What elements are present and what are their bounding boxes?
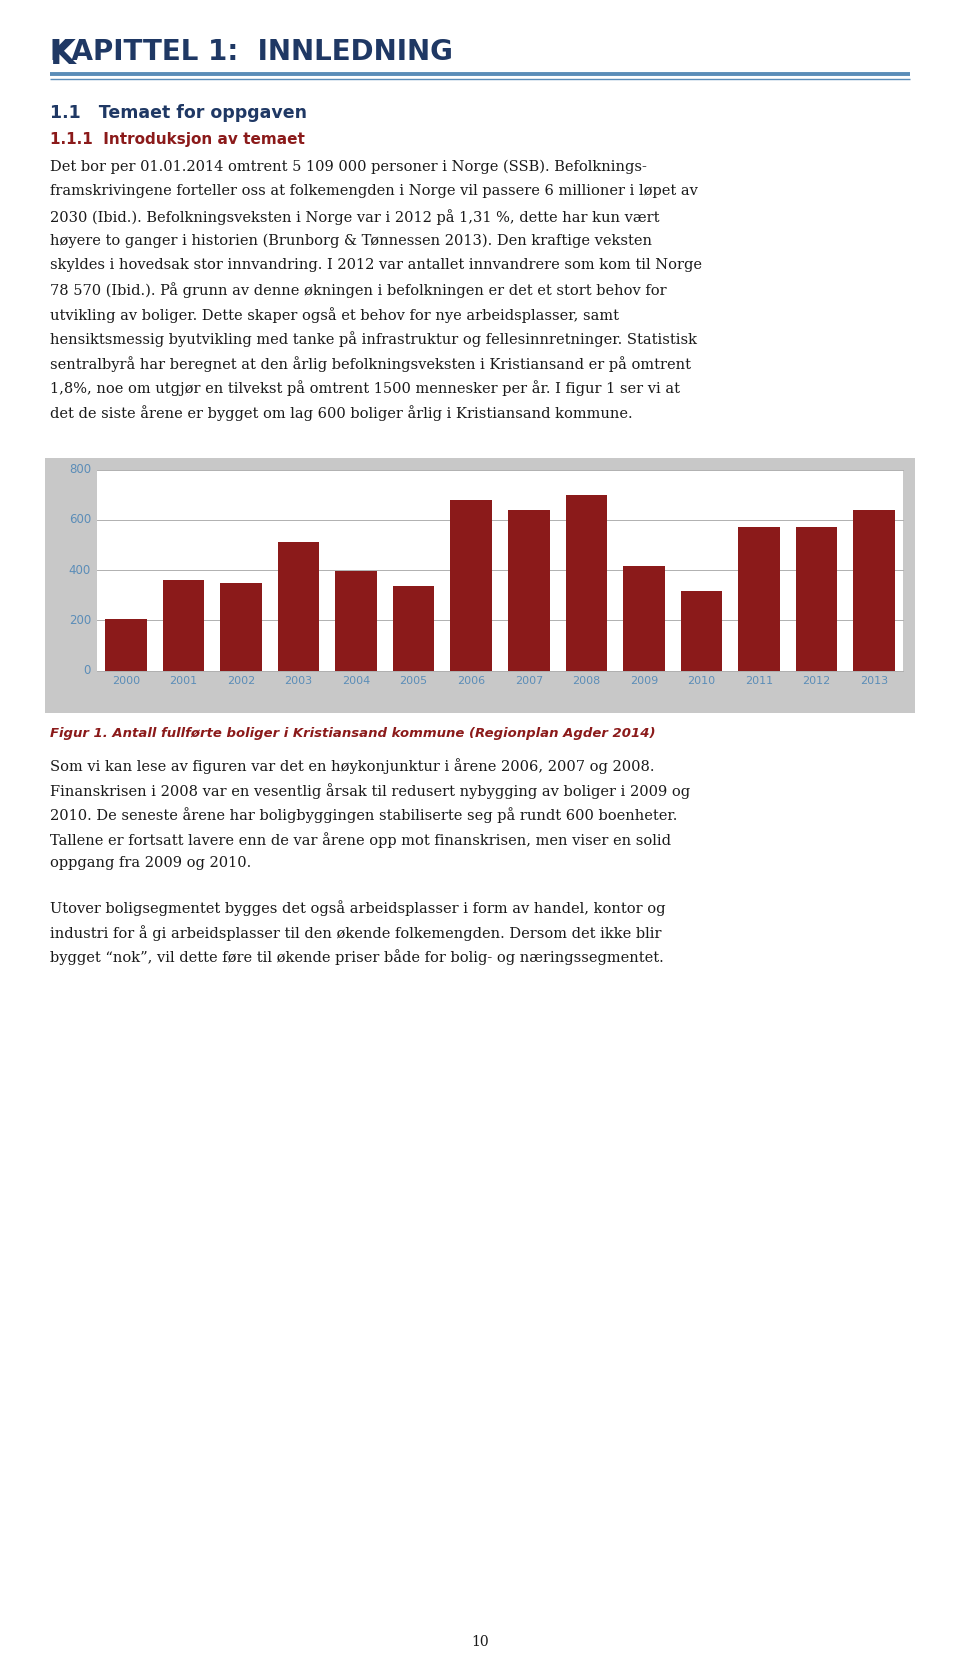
Text: industri for å gi arbeidsplasser til den økende folkemengden. Dersom det ikke bl: industri for å gi arbeidsplasser til den… <box>50 926 661 941</box>
Bar <box>738 528 780 670</box>
Text: 2009: 2009 <box>630 677 658 687</box>
Text: utvikling av boliger. Dette skaper også et behov for nye arbeidsplasser, samt: utvikling av boliger. Dette skaper også … <box>50 307 619 324</box>
Bar <box>508 509 549 670</box>
Text: 2006: 2006 <box>457 677 485 687</box>
Text: 1,8%, noe om utgjør en tilvekst på omtrent 1500 mennesker per år. I figur 1 ser : 1,8%, noe om utgjør en tilvekst på omtre… <box>50 380 680 397</box>
Bar <box>796 528 837 670</box>
Text: 2010. De seneste årene har boligbyggingen stabiliserte seg på rundt 600 boenhete: 2010. De seneste årene har boligbygginge… <box>50 808 678 823</box>
Bar <box>853 509 895 670</box>
Text: bygget “nok”, vil dette føre til økende priser både for bolig- og næringssegment: bygget “nok”, vil dette føre til økende … <box>50 949 663 966</box>
Bar <box>105 619 147 670</box>
Text: 1.1   Temaet for oppgaven: 1.1 Temaet for oppgaven <box>50 105 307 123</box>
Text: 800: 800 <box>69 463 91 476</box>
Text: hensiktsmessig byutvikling med tanke på infrastruktur og fellesinnretninger. Sta: hensiktsmessig byutvikling med tanke på … <box>50 332 697 347</box>
Text: 10: 10 <box>471 1636 489 1649</box>
Bar <box>335 571 376 670</box>
Text: 2000: 2000 <box>111 677 140 687</box>
Bar <box>277 542 320 670</box>
Text: K: K <box>50 38 76 71</box>
Text: 2002: 2002 <box>227 677 255 687</box>
Text: 0: 0 <box>84 664 91 677</box>
Text: høyere to ganger i historien (Brunborg & Tønnessen 2013). Den kraftige veksten: høyere to ganger i historien (Brunborg &… <box>50 234 652 247</box>
Text: oppgang fra 2009 og 2010.: oppgang fra 2009 og 2010. <box>50 856 252 871</box>
Bar <box>623 566 664 670</box>
Text: 1.1.1  Introduksjon av temaet: 1.1.1 Introduksjon av temaet <box>50 133 305 148</box>
Bar <box>393 586 434 670</box>
Bar <box>450 499 492 670</box>
Text: sentralbyrå har beregnet at den årlig befolkningsveksten i Kristiansand er på om: sentralbyrå har beregnet at den årlig be… <box>50 357 691 372</box>
Bar <box>97 469 903 670</box>
Text: Figur 1. Antall fullførte boliger i Kristiansand kommune (Regionplan Agder 2014): Figur 1. Antall fullførte boliger i Kris… <box>50 727 656 740</box>
Text: 78 570 (Ibid.). På grunn av denne økningen i befolkningen er det et stort behov : 78 570 (Ibid.). På grunn av denne økning… <box>50 282 666 299</box>
Text: 2007: 2007 <box>515 677 543 687</box>
Text: 600: 600 <box>69 513 91 526</box>
Text: 2001: 2001 <box>169 677 198 687</box>
Text: 2004: 2004 <box>342 677 371 687</box>
Text: Det bor per 01.01.2014 omtrent 5 109 000 personer i Norge (SSB). Befolknings-: Det bor per 01.01.2014 omtrent 5 109 000… <box>50 159 647 174</box>
Bar <box>681 591 722 670</box>
Text: 2012: 2012 <box>803 677 830 687</box>
Text: KAPITTEL 1:  INNLEDNING: KAPITTEL 1: INNLEDNING <box>50 38 453 66</box>
Text: det de siste årene er bygget om lag 600 boliger årlig i Kristiansand kommune.: det de siste årene er bygget om lag 600 … <box>50 405 633 421</box>
Text: Utover boligsegmentet bygges det også arbeidsplasser i form av handel, kontor og: Utover boligsegmentet bygges det også ar… <box>50 901 665 916</box>
Text: Tallene er fortsatt lavere enn de var årene opp mot finanskrisen, men viser en s: Tallene er fortsatt lavere enn de var år… <box>50 833 671 848</box>
Text: 2011: 2011 <box>745 677 773 687</box>
Text: 400: 400 <box>69 564 91 576</box>
Text: 2013: 2013 <box>860 677 888 687</box>
Bar <box>565 494 607 670</box>
Bar <box>162 581 204 670</box>
Text: 2005: 2005 <box>399 677 428 687</box>
Text: 2003: 2003 <box>284 677 313 687</box>
Bar <box>45 458 915 712</box>
Bar <box>220 582 262 670</box>
Text: 2010: 2010 <box>687 677 715 687</box>
Text: framskrivingene forteller oss at folkemengden i Norge vil passere 6 millioner i : framskrivingene forteller oss at folkeme… <box>50 184 698 199</box>
Text: 200: 200 <box>69 614 91 627</box>
Text: skyldes i hovedsak stor innvandring. I 2012 var antallet innvandrere som kom til: skyldes i hovedsak stor innvandring. I 2… <box>50 259 702 272</box>
Text: Finanskrisen i 2008 var en vesentlig årsak til redusert nybygging av boliger i 2: Finanskrisen i 2008 var en vesentlig års… <box>50 783 690 800</box>
Text: Som vi kan lese av figuren var det en høykonjunktur i årene 2006, 2007 og 2008.: Som vi kan lese av figuren var det en hø… <box>50 758 655 775</box>
Text: 2008: 2008 <box>572 677 601 687</box>
Text: 2030 (Ibid.). Befolkningsveksten i Norge var i 2012 på 1,31 %, dette har kun vær: 2030 (Ibid.). Befolkningsveksten i Norge… <box>50 209 660 226</box>
